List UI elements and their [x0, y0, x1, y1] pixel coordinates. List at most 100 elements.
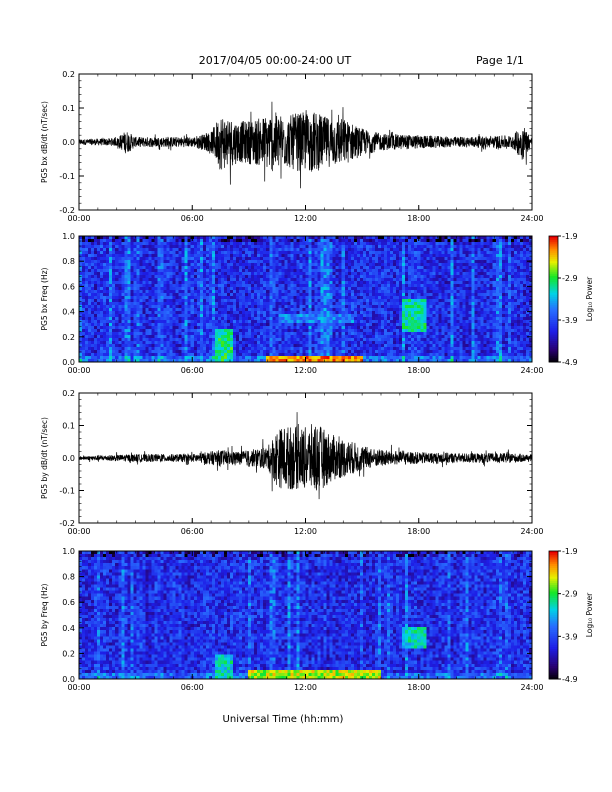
- heatmap-cell: [202, 266, 207, 270]
- heatmap-cell: [193, 272, 198, 276]
- heatmap-cell: [97, 290, 101, 294]
- heatmap-cell: [317, 287, 321, 291]
- heatmap-cell: [127, 317, 131, 321]
- heatmap-cell: [284, 305, 288, 309]
- heatmap-cell: [169, 323, 174, 327]
- heatmap-cell: [166, 260, 170, 264]
- heatmap-cell: [374, 341, 379, 345]
- heatmap-cell: [199, 260, 204, 264]
- heatmap-cell: [393, 329, 397, 333]
- heatmap-cell: [353, 245, 358, 249]
- heatmap-cell: [332, 299, 337, 303]
- heatmap-cell: [236, 299, 240, 303]
- heatmap-cell: [314, 329, 318, 333]
- heatmap-cell: [341, 290, 346, 294]
- heatmap-cell: [202, 326, 207, 330]
- heatmap-cell: [97, 242, 101, 246]
- heatmap-cell: [115, 245, 119, 249]
- x-tick-label: 00:00: [67, 214, 90, 223]
- heatmap-cell: [299, 275, 303, 279]
- heatmap-cell: [136, 251, 140, 255]
- heatmap-cell: [329, 284, 334, 288]
- heatmap-cell: [190, 326, 195, 330]
- heatmap-cell: [85, 308, 89, 312]
- heatmap-cell: [233, 245, 237, 249]
- heatmap-cell: [190, 344, 195, 348]
- heatmap-cell: [230, 329, 234, 333]
- heatmap-cell: [160, 311, 164, 315]
- heatmap-cell: [335, 272, 340, 276]
- heatmap-cell: [175, 317, 180, 321]
- heatmap-cell: [281, 281, 285, 285]
- heatmap-cell: [344, 341, 349, 345]
- heatmap-cell: [199, 314, 204, 318]
- heatmap-cell: [236, 356, 240, 360]
- heatmap-cell: [329, 260, 334, 264]
- heatmap-cell: [163, 281, 167, 285]
- heatmap-cell: [275, 305, 279, 309]
- heatmap-cell: [272, 359, 276, 363]
- heatmap-cell: [323, 350, 328, 354]
- heatmap-cell: [417, 260, 421, 264]
- heatmap-cell: [308, 305, 312, 309]
- heatmap-cell: [97, 278, 101, 282]
- heatmap-cell: [411, 296, 415, 300]
- heatmap-cell: [91, 257, 95, 261]
- heatmap-cell: [190, 257, 195, 261]
- heatmap-cell: [368, 293, 373, 297]
- heatmap-cell: [396, 242, 400, 246]
- heatmap-cell: [335, 275, 340, 279]
- heatmap-cell: [193, 281, 198, 285]
- heatmap-cell: [124, 329, 128, 333]
- heatmap-cell: [106, 314, 110, 318]
- heatmap-cell: [220, 269, 225, 273]
- heatmap-cell: [85, 335, 89, 339]
- heatmap-cell: [308, 266, 312, 270]
- heatmap-cell: [211, 326, 216, 330]
- heatmap-cell: [157, 335, 161, 339]
- heatmap-cell: [133, 323, 137, 327]
- heatmap-cell: [133, 260, 137, 264]
- heatmap-cell: [362, 242, 367, 246]
- heatmap-cell: [260, 287, 264, 291]
- heatmap-cell: [332, 314, 337, 318]
- heatmap-cell: [426, 320, 430, 324]
- heatmap-cell: [414, 239, 418, 243]
- heatmap-cell: [130, 299, 134, 303]
- heatmap-cell: [317, 329, 321, 333]
- heatmap-cell: [230, 344, 234, 348]
- heatmap-cell: [308, 350, 312, 354]
- heatmap-cell: [148, 356, 152, 360]
- heatmap-cell: [202, 296, 207, 300]
- heatmap-cell: [263, 338, 267, 342]
- heatmap-cell: [320, 353, 325, 357]
- heatmap-cell: [236, 287, 240, 291]
- heatmap-cell: [377, 266, 382, 270]
- heatmap-cell: [275, 359, 279, 363]
- heatmap-cell: [344, 266, 349, 270]
- heatmap-cell: [365, 311, 370, 315]
- heatmap-cell: [178, 236, 183, 240]
- heatmap-cell: [136, 359, 140, 363]
- heatmap-cell: [154, 293, 158, 297]
- heatmap-cell: [359, 236, 364, 240]
- heatmap-cell: [193, 290, 198, 294]
- heatmap-cell: [377, 338, 382, 342]
- heatmap-cell: [124, 359, 128, 363]
- heatmap-cell: [344, 245, 349, 249]
- heatmap-cell: [127, 302, 131, 306]
- heatmap-cell: [266, 338, 270, 342]
- heatmap-cell: [402, 350, 406, 354]
- heatmap-cell: [362, 341, 367, 345]
- heatmap-cell: [151, 269, 155, 273]
- heatmap-cell: [338, 293, 343, 297]
- heatmap-cell: [347, 266, 352, 270]
- heatmap-cell: [326, 305, 331, 309]
- heatmap-cell: [242, 326, 246, 330]
- heatmap-cell: [94, 269, 98, 273]
- heatmap-cell: [308, 248, 312, 252]
- heatmap-cell: [100, 305, 104, 309]
- heatmap-cell: [347, 311, 352, 315]
- heatmap-cell: [100, 341, 104, 345]
- heatmap-cell: [121, 302, 125, 306]
